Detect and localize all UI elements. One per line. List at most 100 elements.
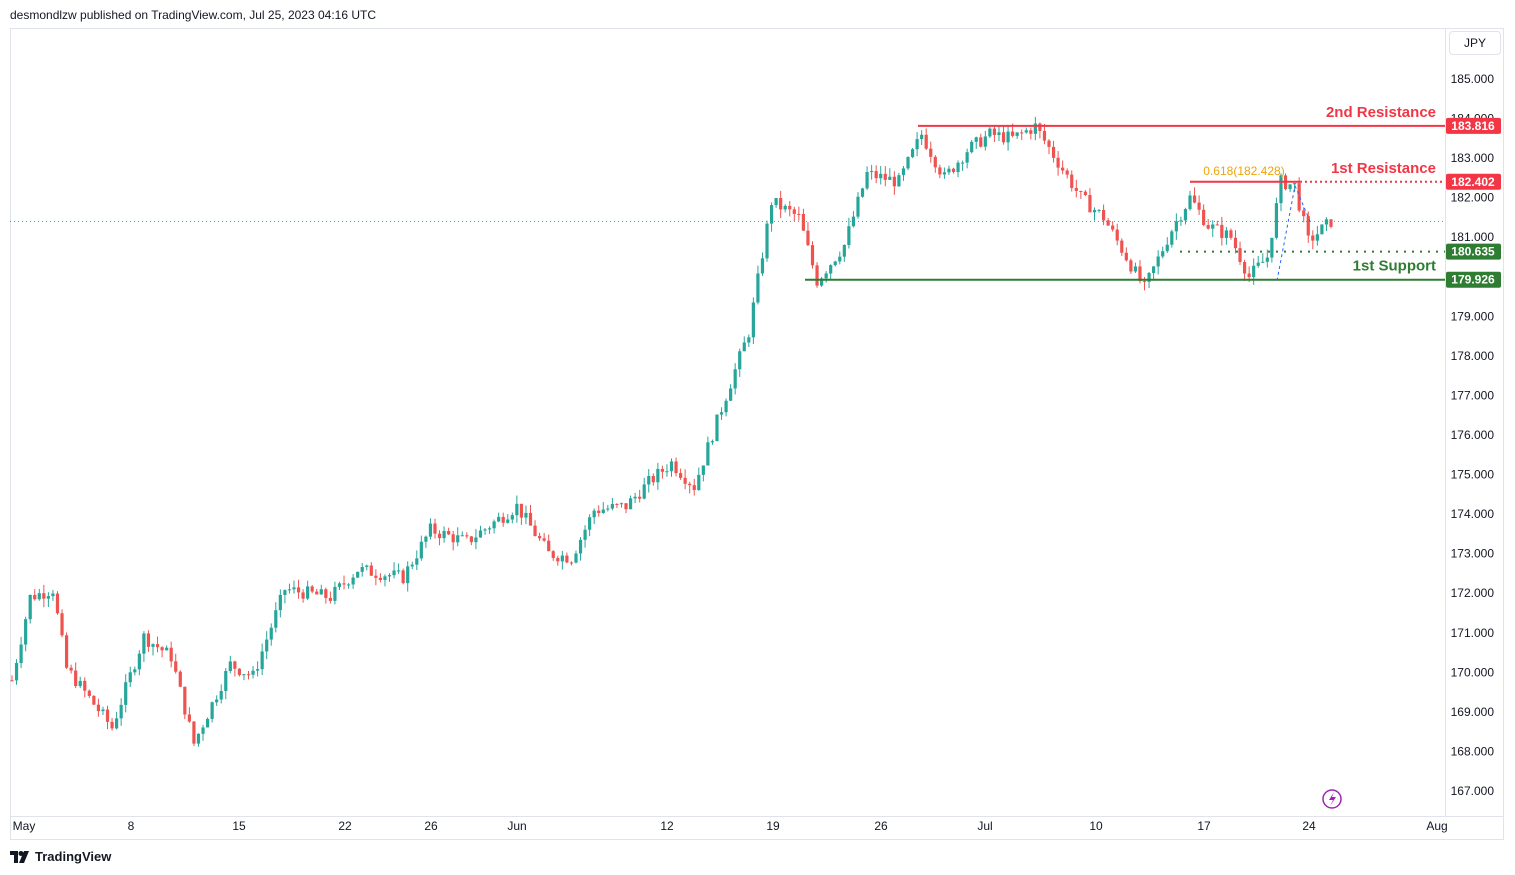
candle-body	[1215, 224, 1219, 226]
candle-body	[397, 570, 401, 572]
time-tick-label: 24	[1302, 819, 1316, 833]
candle-body	[442, 531, 446, 539]
candle-body	[901, 168, 906, 176]
candle-body	[165, 647, 169, 651]
candle-body	[1156, 256, 1160, 267]
candle-body	[1133, 266, 1138, 272]
candle-body	[933, 156, 937, 168]
chart-frame	[10, 28, 1504, 840]
candle-body	[487, 528, 492, 530]
candle-body	[1033, 123, 1037, 134]
candle-body	[865, 172, 869, 189]
price-tick-label: 171.000	[1451, 626, 1495, 640]
candle-body	[560, 555, 564, 562]
candle-body	[324, 589, 328, 598]
candle-body	[1006, 131, 1010, 143]
candle-body	[28, 594, 32, 620]
candle-body	[151, 644, 155, 647]
candle-body	[351, 577, 355, 585]
candle-body	[974, 137, 978, 142]
candle-body	[706, 442, 710, 466]
candle-body	[683, 477, 687, 484]
candle-body	[451, 534, 455, 543]
candle-body	[369, 565, 373, 576]
candle-body	[701, 465, 705, 475]
candle-body	[924, 134, 928, 149]
price-tick-label: 178.000	[1451, 349, 1495, 363]
candle-body	[474, 537, 478, 543]
candle-body	[110, 721, 114, 729]
candle-body	[142, 633, 146, 654]
candle-body	[301, 592, 305, 599]
candle-body	[415, 558, 419, 565]
candle-body	[565, 555, 569, 563]
candle-body	[1020, 132, 1024, 134]
candle-body	[1261, 261, 1265, 263]
candle-body	[747, 337, 751, 343]
candle-body	[533, 525, 537, 536]
time-tick-label: 17	[1197, 819, 1211, 833]
candle-body	[1161, 251, 1165, 257]
candle-body	[1238, 248, 1242, 262]
candle-body	[979, 137, 983, 147]
time-axis: May 8 15 22 26 Jun 12 19 26 Jul 10 17 24 Aug	[13, 819, 1448, 833]
candle-body	[237, 668, 242, 675]
candle-body	[569, 562, 574, 564]
candle-body	[160, 647, 164, 651]
candle-body	[960, 162, 965, 164]
candle-body	[256, 669, 260, 671]
lightning-icon[interactable]	[1322, 789, 1342, 809]
time-tick-label: Jun	[507, 819, 526, 833]
candle-body	[1165, 244, 1169, 252]
candle-body	[224, 671, 228, 692]
candle-body	[1047, 140, 1051, 147]
candle-body	[87, 690, 91, 696]
candle-body	[1174, 221, 1178, 232]
candle-body	[392, 570, 396, 576]
price-badge	[1446, 173, 1501, 190]
candle-body	[1229, 230, 1233, 238]
candle-body	[296, 587, 301, 593]
candle-body	[992, 128, 997, 136]
candle-body	[510, 515, 514, 520]
candle-body	[547, 540, 551, 552]
candle-body	[888, 176, 892, 180]
candle-body	[33, 594, 37, 600]
candle-body	[274, 610, 278, 628]
price-tick-label: 179.000	[1451, 309, 1495, 323]
candle-body	[842, 244, 846, 257]
candle-body	[801, 213, 805, 231]
candle-body	[201, 727, 205, 734]
candle-body	[337, 583, 342, 587]
candle-body	[1083, 191, 1087, 196]
candle-body	[519, 503, 524, 518]
price-tick-label: 175.000	[1451, 468, 1495, 482]
candle-body	[1138, 266, 1142, 282]
candle-body	[196, 733, 201, 744]
candle-body	[1202, 209, 1206, 225]
candle-body	[951, 168, 956, 173]
candle-body	[1124, 252, 1128, 261]
candle-body	[856, 196, 860, 217]
candle-body	[524, 512, 528, 518]
price-badge	[1446, 117, 1501, 134]
candle-body	[128, 672, 132, 683]
candle-body	[133, 669, 137, 673]
price-badge-label: 180.635	[1451, 245, 1495, 259]
candle-body	[55, 593, 60, 614]
candle-body	[1129, 260, 1133, 272]
candle-body	[588, 517, 592, 530]
price-badge-label: 182.402	[1451, 175, 1495, 189]
tradingview-logo[interactable]: TradingView	[10, 849, 111, 864]
price-tick-label: 181.000	[1451, 230, 1495, 244]
candle-body	[219, 691, 223, 700]
candle-body	[315, 591, 319, 595]
candle-body	[137, 653, 141, 670]
tradingview-logo-text: TradingView	[35, 849, 112, 864]
candle-body	[1206, 224, 1210, 229]
candle-body	[174, 661, 178, 672]
currency-button[interactable]: JPY	[1449, 31, 1501, 55]
candle-body	[942, 172, 946, 175]
candle-body	[383, 576, 387, 580]
